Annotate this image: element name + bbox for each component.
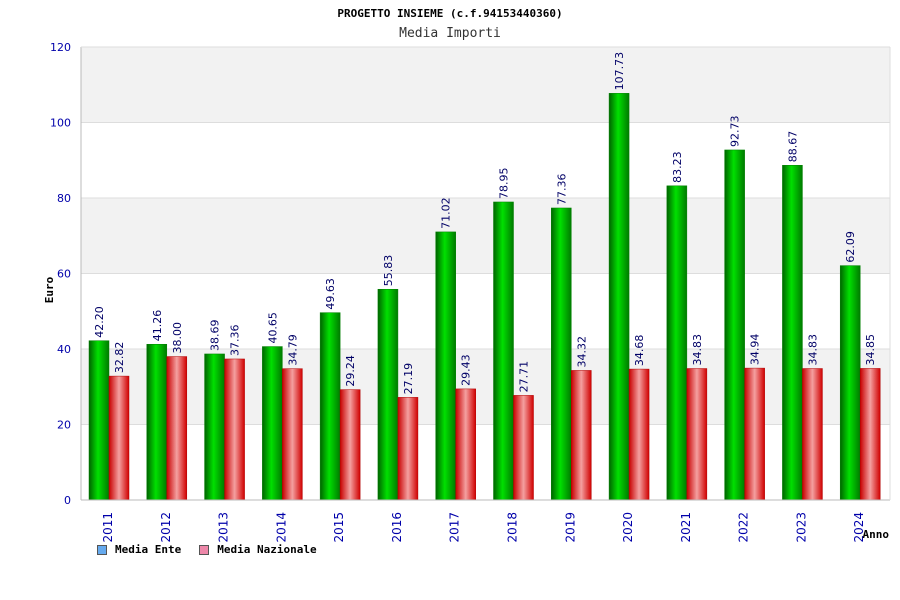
- bar-ente-2013: [204, 353, 225, 501]
- data-label: 34.85: [864, 334, 877, 366]
- bar-ente-2019: [551, 207, 572, 501]
- bar-ente-2011: [88, 340, 110, 501]
- x-tick-label: 2011: [101, 512, 115, 543]
- bar-ente-2014: [262, 346, 283, 501]
- chart-owner-title: PROGETTO INSIEME (c.f.94153440360): [337, 7, 563, 20]
- x-tick-label: 2020: [621, 512, 635, 543]
- x-tick-label: 2022: [737, 512, 751, 543]
- data-label: 49.63: [324, 278, 337, 310]
- legend-item-ente: Media Ente: [97, 543, 181, 556]
- data-label: 29.43: [460, 354, 473, 386]
- bar-nazionale-2015: [339, 389, 361, 501]
- bar-nazionale-2018: [513, 395, 534, 501]
- data-label: 34.68: [633, 335, 646, 367]
- bar-ente-2015: [319, 312, 341, 501]
- data-label: 34.32: [575, 336, 588, 368]
- data-label: 34.83: [691, 334, 704, 366]
- bar-ente-2020: [608, 93, 630, 501]
- data-label: 27.19: [402, 363, 415, 395]
- data-label: 107.73: [613, 52, 626, 91]
- bar-nazionale-2012: [166, 356, 188, 501]
- bar-ente-2023: [782, 165, 803, 501]
- x-tick-label: 2012: [159, 512, 173, 543]
- legend-item-nazionale: Media Nazionale: [199, 543, 317, 556]
- data-label: 29.24: [344, 355, 357, 387]
- data-label: 83.23: [671, 151, 684, 183]
- y-tick-label: 60: [57, 268, 71, 281]
- y-axis-title: Euro: [43, 276, 56, 303]
- x-tick-label: 2015: [332, 512, 346, 543]
- data-label: 38.69: [209, 319, 222, 351]
- bar-nazionale-2016: [397, 397, 419, 501]
- bar-nazionale-2013: [224, 358, 245, 501]
- x-tick-label: 2019: [563, 512, 577, 543]
- data-label: 34.83: [806, 334, 819, 366]
- data-label: 78.95: [498, 167, 511, 199]
- data-label: 41.26: [151, 310, 164, 342]
- data-label: 77.36: [555, 173, 568, 205]
- data-label: 55.83: [382, 255, 395, 287]
- bar-nazionale-2021: [686, 368, 708, 501]
- data-label: 34.79: [286, 334, 299, 366]
- data-label: 37.36: [229, 324, 242, 356]
- bar-ente-2017: [435, 231, 456, 501]
- bar-nazionale-2019: [571, 370, 592, 501]
- legend-swatch-nazionale: [199, 544, 210, 555]
- x-tick-label: 2021: [679, 512, 693, 543]
- bar-ente-2012: [146, 343, 168, 501]
- data-label: 34.94: [749, 334, 762, 366]
- data-label: 71.02: [440, 197, 453, 229]
- chart-title: Media Importi: [399, 26, 501, 41]
- x-axis-title: Anno: [863, 528, 890, 541]
- y-tick-label: 120: [50, 41, 71, 54]
- data-label: 62.09: [844, 231, 857, 263]
- bar-ente-2024: [839, 265, 861, 501]
- y-tick-label: 100: [50, 117, 71, 130]
- x-tick-label: 2018: [506, 512, 520, 543]
- bar-ente-2022: [724, 149, 745, 501]
- data-label: 88.67: [786, 131, 799, 163]
- bar-nazionale-2024: [859, 368, 881, 501]
- bar-ente-2021: [666, 185, 688, 501]
- grid-band: [81, 47, 890, 123]
- data-label: 38.00: [171, 322, 184, 354]
- data-label: 40.65: [266, 312, 279, 344]
- data-label: 32.82: [113, 342, 126, 374]
- bar-nazionale-2020: [628, 368, 650, 501]
- x-tick-label: 2014: [274, 512, 288, 543]
- bar-nazionale-2011: [108, 375, 130, 501]
- legend-label-ente: Media Ente: [115, 543, 182, 556]
- x-tick-label: 2017: [448, 512, 462, 543]
- legend-swatch-ente: [97, 544, 107, 555]
- bar-ente-2016: [377, 288, 399, 501]
- y-tick-label: 80: [57, 192, 71, 205]
- data-label: 27.71: [518, 361, 531, 393]
- y-tick-label: 20: [57, 419, 71, 432]
- chart-legend: Media Ente Media Nazionale: [97, 543, 317, 556]
- bar-nazionale-2022: [744, 367, 765, 501]
- grid-band: [81, 198, 890, 274]
- x-tick-label: 2016: [390, 512, 404, 543]
- bar-nazionale-2017: [455, 388, 476, 501]
- x-tick-label: 2024: [852, 512, 866, 543]
- bar-nazionale-2014: [282, 368, 303, 501]
- grid-band: [81, 349, 890, 425]
- y-tick-label: 40: [57, 343, 71, 356]
- x-tick-label: 2013: [217, 512, 231, 543]
- y-tick-label: 0: [64, 494, 71, 507]
- data-label: 92.73: [729, 115, 742, 147]
- bar-ente-2018: [493, 201, 514, 501]
- data-label: 42.20: [93, 306, 106, 338]
- bar-nazionale-2023: [802, 368, 823, 501]
- x-tick-label: 2023: [794, 512, 808, 543]
- legend-label-nazionale: Media Nazionale: [217, 543, 317, 556]
